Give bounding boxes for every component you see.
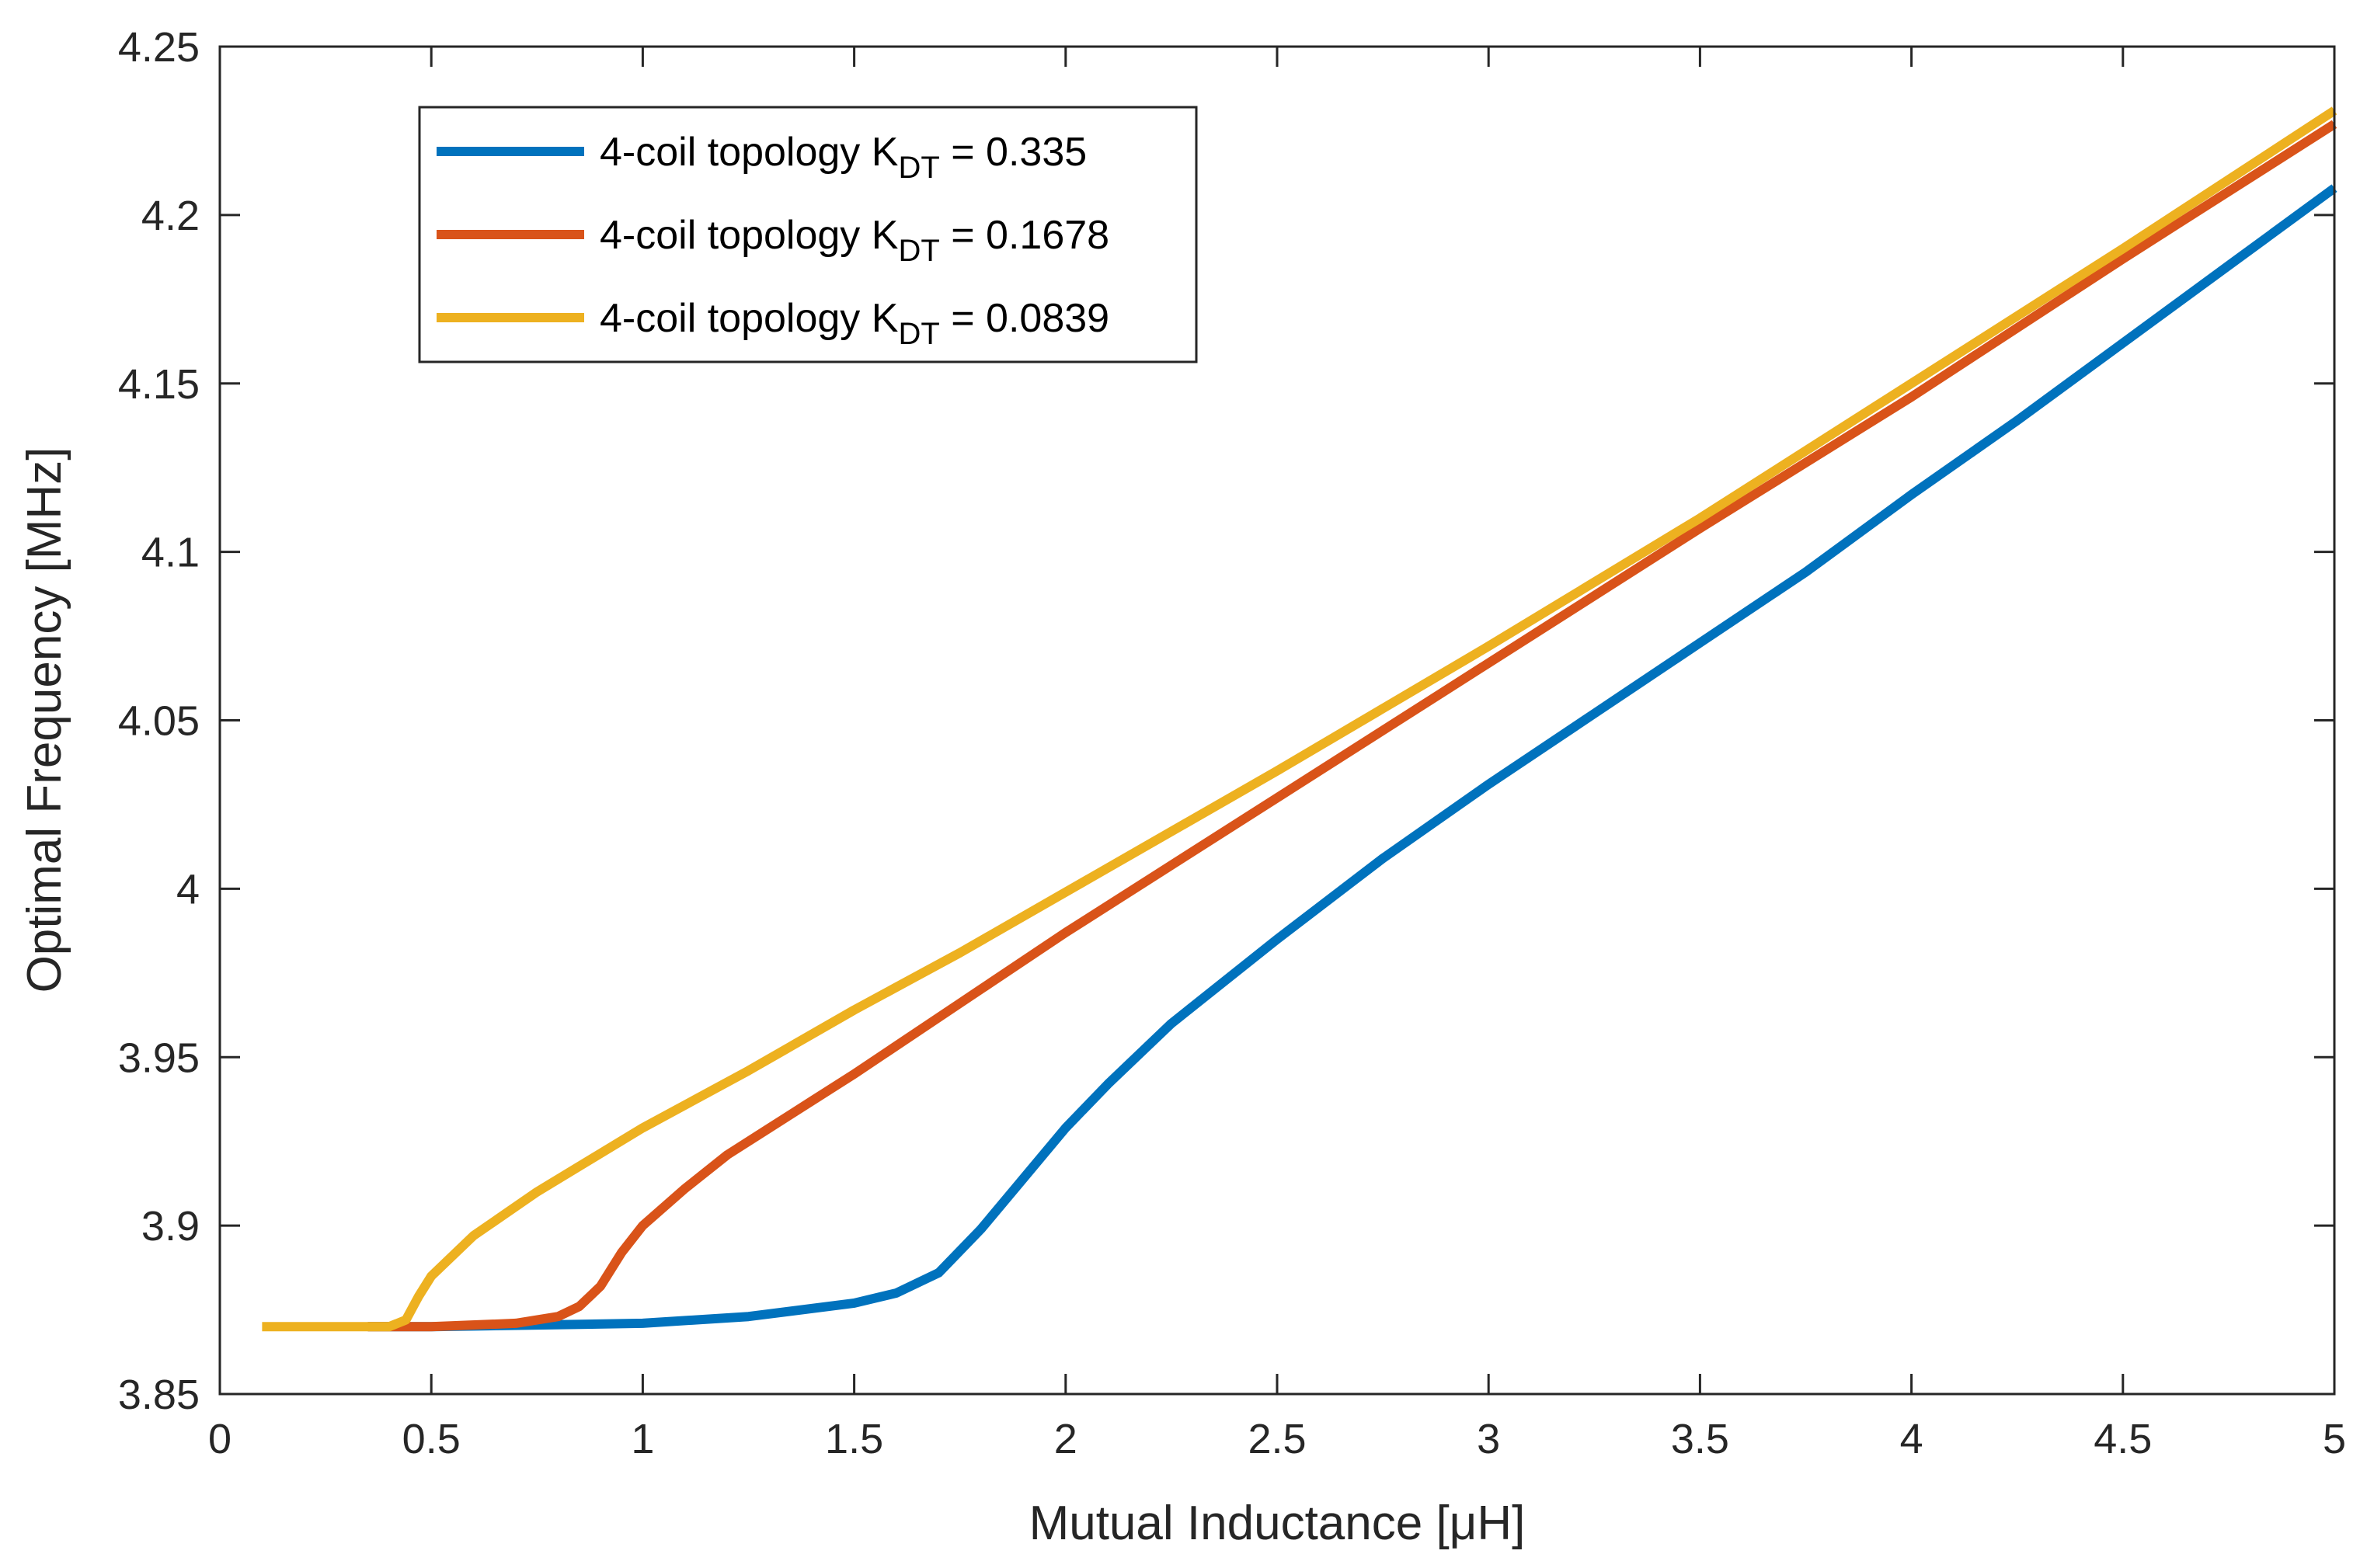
legend-entry-1: 4-coil topology KDT = 0.335 xyxy=(600,130,1087,185)
x-tick-label: 4.5 xyxy=(2094,1416,2152,1462)
y-tick-label: 4.05 xyxy=(118,698,200,745)
y-tick-label: 4.2 xyxy=(141,193,200,239)
axes-layer: 0 0.5 1 1.5 2 2.5 3 3.5 4 4.5 5 3.85 3.9 3.95 4 4.05 4.1… xyxy=(118,24,2346,1462)
y-tick-label: 4.15 xyxy=(118,361,200,408)
x-tick-label: 5 xyxy=(2323,1416,2346,1462)
legend: 4-coil topology KDT = 0.335 4-coil topolo… xyxy=(418,106,1198,363)
series-line-1 xyxy=(367,184,2337,1332)
y-axis-label: Optimal Frequency [MHz] xyxy=(18,447,71,993)
y-tick-label: 3.9 xyxy=(141,1203,200,1250)
series-layer xyxy=(262,106,2337,1332)
series-line-3 xyxy=(262,106,2337,1332)
y-tick-label: 4.1 xyxy=(141,530,200,576)
x-axis-label: Mutual Inductance [μH] xyxy=(1029,1497,1526,1550)
x-tick-label: 1 xyxy=(631,1416,654,1462)
series-line-2 xyxy=(367,120,2337,1332)
legend-entry-2: 4-coil topology KDT = 0.1678 xyxy=(600,213,1109,268)
y-tick-label: 4 xyxy=(176,866,200,913)
x-tick-label: 2.5 xyxy=(1248,1416,1306,1462)
x-tick-label: 2 xyxy=(1054,1416,1077,1462)
y-tick-label: 4.25 xyxy=(118,24,200,71)
y-tick-label: 3.95 xyxy=(118,1034,200,1081)
legend-entry-3: 4-coil topology KDT = 0.0839 xyxy=(600,296,1109,351)
x-tick-label: 4 xyxy=(1900,1416,1923,1462)
y-tick-label: 3.85 xyxy=(118,1372,200,1418)
x-tick-label: 3.5 xyxy=(1671,1416,1729,1462)
x-tick-label: 0.5 xyxy=(402,1416,461,1462)
x-tick-label: 1.5 xyxy=(825,1416,883,1462)
x-tick-label: 3 xyxy=(1477,1416,1500,1462)
x-tick-label: 0 xyxy=(208,1416,231,1462)
